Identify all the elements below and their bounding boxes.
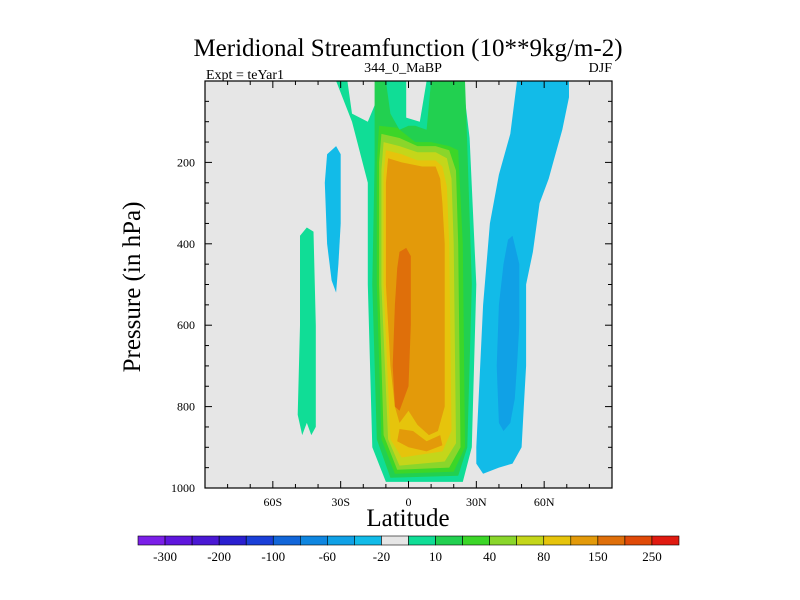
x-tick-label: 30N [466,495,487,509]
y-tick-label: 200 [177,155,195,169]
colorbar [137,535,680,546]
plot-area [204,80,613,489]
experiment-label: Expt = teYar1 [206,68,284,83]
contour-region-1 [297,227,316,436]
colorbar-box [137,535,166,546]
colorbar-box [191,535,220,546]
axis-ticks [204,80,613,489]
colorbar-box [272,535,301,546]
colorbar-box [299,535,328,546]
colorbar-box [435,535,463,546]
colorbar-label: 150 [588,549,608,564]
colorbar-box [245,535,274,546]
x-tick-label: 0 [406,495,412,509]
colorbar-box [381,535,409,546]
colorbar-box [164,535,193,546]
colorbar-label: -60 [319,549,336,564]
colorbar-box [462,535,490,546]
x-tick-labels: 60S 30S 0 30N 60N [263,495,554,509]
colorbar-label: -200 [207,549,231,564]
colorbar-label: -20 [373,549,390,564]
y-tick-label: 400 [177,237,195,251]
y-tick-label: 600 [177,318,195,332]
colorbar-box [516,535,545,546]
colorbar-label: -300 [153,549,177,564]
colorbar-box [543,535,572,546]
colorbar-label: -100 [261,549,285,564]
x-tick-label: 30S [331,495,350,509]
x-axis-label: Latitude [366,505,449,532]
colorbar-box [624,535,653,546]
x-tick-label: 60S [263,495,282,509]
season-label: DJF [589,61,613,76]
colorbar-box [597,535,626,546]
colorbar-box [489,535,517,546]
model-age-label: 344_0_MaBP [364,61,442,76]
y-axis-label: Pressure (in hPa) [119,202,146,373]
contour-region-12 [496,235,520,431]
colorbar-labels: -300 -200 -100 -60 -20 10 40 80 150 250 [153,549,662,564]
colorbar-label: 40 [483,549,496,564]
contour-region-9 [392,247,411,411]
colorbar-box [651,535,680,546]
y-tick-label: 1000 [171,481,195,495]
contour-fill-layer [297,81,569,482]
colorbar-box [354,535,382,546]
colorbar-box [570,535,599,546]
colorbar-label: 10 [429,549,442,564]
contour-region-8 [397,429,443,452]
colorbar-box [408,535,436,546]
colorbar-label: 80 [537,549,550,564]
contour-region-10 [324,146,341,293]
colorbar-label: 250 [642,549,662,564]
chart-title: Meridional Streamfunction (10**9kg/m-2) [193,35,622,62]
y-tick-labels: 200 400 600 800 1000 [171,155,195,495]
x-tick-label: 60N [534,495,555,509]
plot-frame [204,80,613,489]
y-tick-label: 800 [177,400,195,414]
colorbar-box [327,535,355,546]
colorbar-box [218,535,247,546]
